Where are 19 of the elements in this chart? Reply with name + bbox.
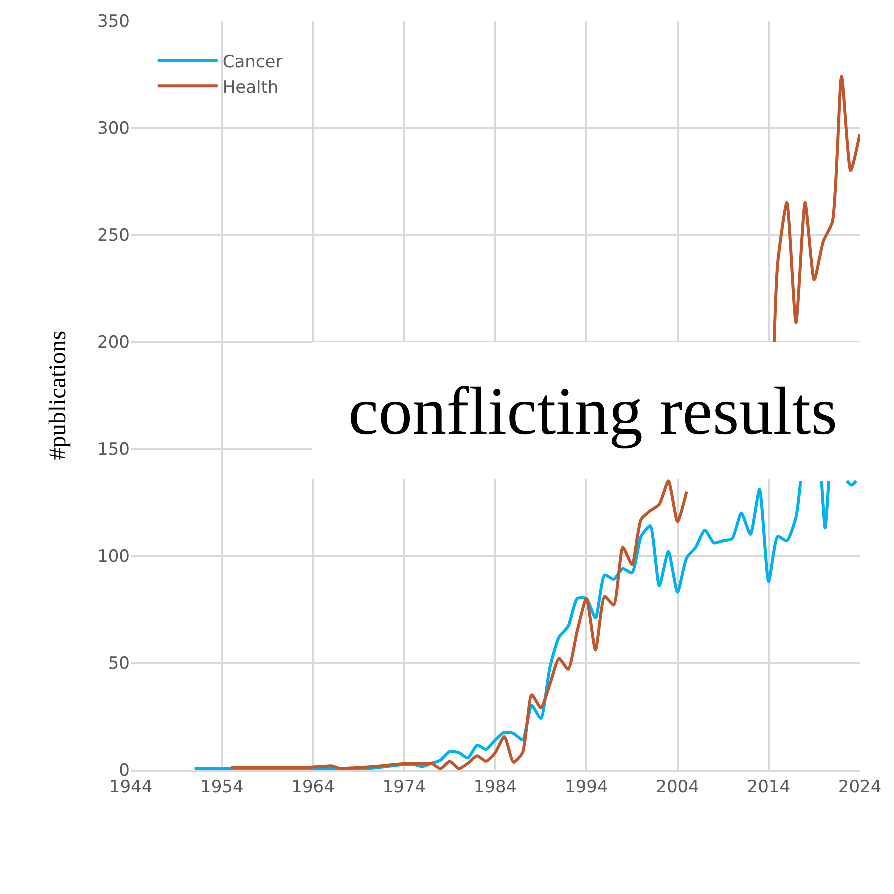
y-tick-label: 350: [98, 12, 130, 32]
x-tick-label: 2024: [838, 777, 882, 798]
x-tick-label: 1964: [292, 777, 335, 798]
x-tick-label: 1974: [382, 777, 426, 798]
y-tick-label: 300: [98, 118, 130, 139]
x-tick-label: 2004: [656, 777, 700, 798]
x-tick-label: 1954: [200, 777, 244, 798]
x-tick-label: 1994: [564, 777, 608, 798]
x-tick-label: 1984: [474, 777, 518, 798]
legend-label: Health: [222, 78, 279, 98]
annotation: conflicting results: [348, 373, 838, 449]
y-tick-label: 50: [108, 654, 130, 674]
y-tick-label: 250: [98, 226, 130, 246]
y-axis-title: #publications: [46, 330, 72, 460]
y-tick-label: 150: [98, 440, 130, 460]
y-tick-label: 200: [98, 332, 130, 353]
x-tick-label: 2014: [747, 777, 791, 798]
legend-label: Cancer: [222, 52, 283, 73]
y-tick-label: 100: [98, 546, 130, 567]
